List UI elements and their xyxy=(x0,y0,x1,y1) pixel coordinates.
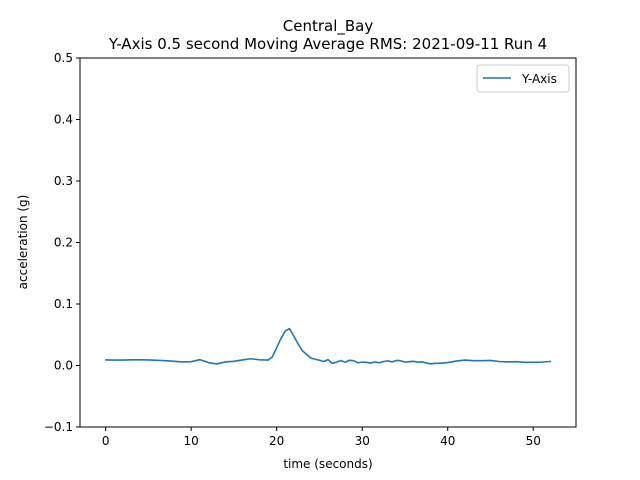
x-tick-label: 30 xyxy=(355,434,370,448)
series-layer xyxy=(104,327,552,365)
y-tick-label: 0.3 xyxy=(54,174,73,188)
y-tick-label: 0.1 xyxy=(54,297,73,311)
x-axis-label: time (seconds) xyxy=(283,457,372,471)
legend: Y-Axis xyxy=(476,64,570,93)
chart-title: Central_Bay xyxy=(283,17,374,36)
y-tick-label: 0.2 xyxy=(54,236,73,250)
x-tick-label: 0 xyxy=(102,434,110,448)
x-tick-label: 50 xyxy=(526,434,541,448)
y-axis-label: acceleration (g) xyxy=(16,195,30,290)
y-tick-label: 0.0 xyxy=(54,359,73,373)
x-axis-ticks: 0 10 20 30 40 50 xyxy=(102,427,541,448)
y-tick-label: −0.1 xyxy=(44,420,73,434)
legend-box xyxy=(476,64,570,93)
chart-subtitle: Y-Axis 0.5 second Moving Average RMS: 20… xyxy=(108,35,547,53)
y-tick-label: 0.5 xyxy=(54,51,73,65)
series-line-y-axis xyxy=(104,327,552,365)
x-tick-label: 20 xyxy=(269,434,284,448)
x-tick-label: 40 xyxy=(440,434,455,448)
x-tick-label: 10 xyxy=(184,434,199,448)
y-tick-label: 0.4 xyxy=(54,113,73,127)
legend-label-y-axis: Y-Axis xyxy=(521,72,557,86)
y-axis-ticks: −0.1 0.0 0.1 0.2 0.3 0.4 0.5 xyxy=(44,51,80,434)
plot-frame xyxy=(79,57,577,428)
